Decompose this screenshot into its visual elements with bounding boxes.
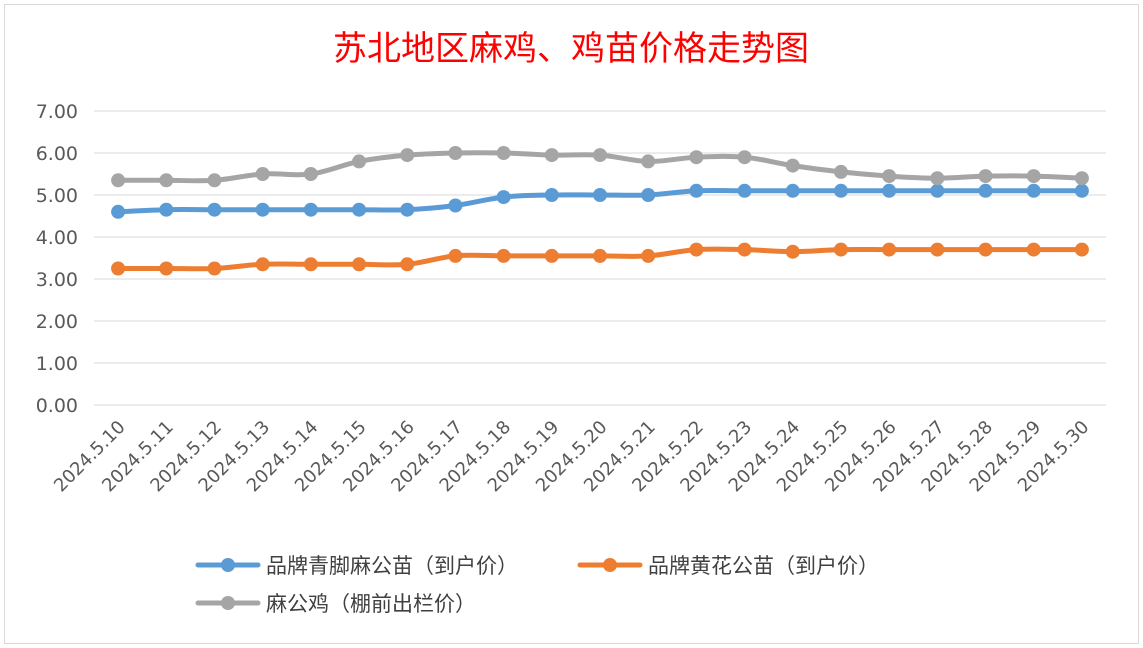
data-point bbox=[689, 150, 704, 165]
data-point bbox=[930, 242, 945, 257]
data-point bbox=[689, 183, 704, 198]
x-axis-ticks: 2024.5.102024.5.112024.5.122024.5.132024… bbox=[50, 417, 1093, 497]
data-point bbox=[593, 248, 607, 263]
data-point bbox=[641, 248, 656, 263]
data-point bbox=[303, 167, 318, 181]
data-point bbox=[737, 150, 752, 165]
data-point bbox=[544, 148, 559, 163]
data-point bbox=[544, 248, 559, 263]
data-point bbox=[111, 173, 126, 188]
y-tick-label: 7.00 bbox=[36, 101, 78, 123]
legend-item: 麻公鸡（棚前出栏价） bbox=[195, 592, 476, 616]
data-point bbox=[785, 244, 800, 259]
y-tick-label: 5.00 bbox=[36, 185, 78, 207]
data-point bbox=[496, 248, 511, 263]
data-point bbox=[1074, 171, 1089, 186]
series bbox=[111, 242, 1089, 276]
y-tick-label: 6.00 bbox=[36, 143, 78, 165]
data-point bbox=[400, 202, 415, 217]
y-axis-ticks: 0.00 1.00 2.00 3.00 4.00 5.00 6.00 7.00 bbox=[36, 101, 78, 417]
data-point bbox=[207, 173, 222, 188]
data-point bbox=[737, 242, 752, 257]
data-point bbox=[159, 261, 174, 276]
legend-label: 麻公鸡（棚前出栏价） bbox=[266, 592, 476, 616]
data-point bbox=[159, 202, 174, 217]
data-point bbox=[833, 242, 848, 257]
data-point bbox=[111, 261, 126, 276]
y-tick-label: 1.00 bbox=[36, 353, 78, 375]
legend: 品牌青脚麻公苗（到户价） 品牌黄花公苗（到户价） 麻公鸡（棚前出栏价） bbox=[195, 554, 879, 616]
data-point bbox=[882, 242, 897, 257]
data-point bbox=[593, 188, 607, 202]
series bbox=[111, 183, 1089, 219]
data-point bbox=[496, 190, 511, 205]
data-point bbox=[882, 169, 897, 184]
data-point bbox=[833, 164, 848, 179]
data-point bbox=[159, 173, 174, 188]
data-point bbox=[641, 154, 656, 169]
data-point bbox=[448, 146, 463, 160]
data-point bbox=[448, 198, 463, 213]
legend-label: 品牌黄花公苗（到户价） bbox=[648, 554, 879, 578]
legend-item: 品牌黄花公苗（到户价） bbox=[577, 554, 879, 578]
data-point bbox=[207, 261, 222, 276]
data-point bbox=[352, 257, 367, 272]
data-point bbox=[544, 188, 559, 202]
y-tick-label: 0.00 bbox=[36, 395, 78, 417]
data-point bbox=[1026, 183, 1041, 198]
data-point bbox=[207, 202, 222, 217]
legend-swatch-marker bbox=[221, 596, 235, 610]
data-point bbox=[930, 171, 945, 186]
data-point bbox=[303, 202, 318, 217]
data-point bbox=[400, 148, 415, 163]
y-tick-label: 2.00 bbox=[36, 311, 78, 333]
data-point bbox=[689, 242, 704, 257]
chart-title: 苏北地区麻鸡、鸡苗价格走势图 bbox=[333, 29, 809, 69]
data-point bbox=[1074, 183, 1089, 198]
data-point bbox=[111, 204, 126, 219]
data-point bbox=[737, 183, 752, 198]
data-point bbox=[833, 183, 848, 198]
series bbox=[111, 146, 1089, 188]
series-group bbox=[111, 146, 1089, 276]
data-point bbox=[255, 167, 270, 181]
data-point bbox=[400, 257, 415, 272]
data-point bbox=[785, 183, 800, 198]
y-tick-label: 3.00 bbox=[36, 269, 78, 291]
data-point bbox=[785, 158, 800, 173]
data-point bbox=[593, 148, 607, 163]
legend-label: 品牌青脚麻公苗（到户价） bbox=[266, 554, 518, 578]
legend-swatch-marker bbox=[221, 558, 235, 572]
legend-item: 品牌青脚麻公苗（到户价） bbox=[195, 554, 518, 578]
data-point bbox=[1026, 169, 1041, 184]
y-tick-label: 4.00 bbox=[36, 227, 78, 249]
data-point bbox=[255, 202, 270, 217]
legend-swatch-marker bbox=[603, 558, 617, 572]
data-point bbox=[255, 257, 270, 272]
data-point bbox=[496, 146, 511, 160]
data-point bbox=[1074, 242, 1089, 257]
data-point bbox=[641, 188, 656, 202]
data-point bbox=[978, 242, 993, 257]
data-point bbox=[352, 154, 367, 169]
data-point bbox=[930, 183, 945, 198]
data-point bbox=[978, 183, 993, 198]
data-point bbox=[352, 202, 367, 217]
data-point bbox=[303, 257, 318, 272]
data-point bbox=[882, 183, 897, 198]
data-point bbox=[978, 169, 993, 184]
data-point bbox=[448, 248, 463, 263]
data-point bbox=[1026, 242, 1041, 257]
